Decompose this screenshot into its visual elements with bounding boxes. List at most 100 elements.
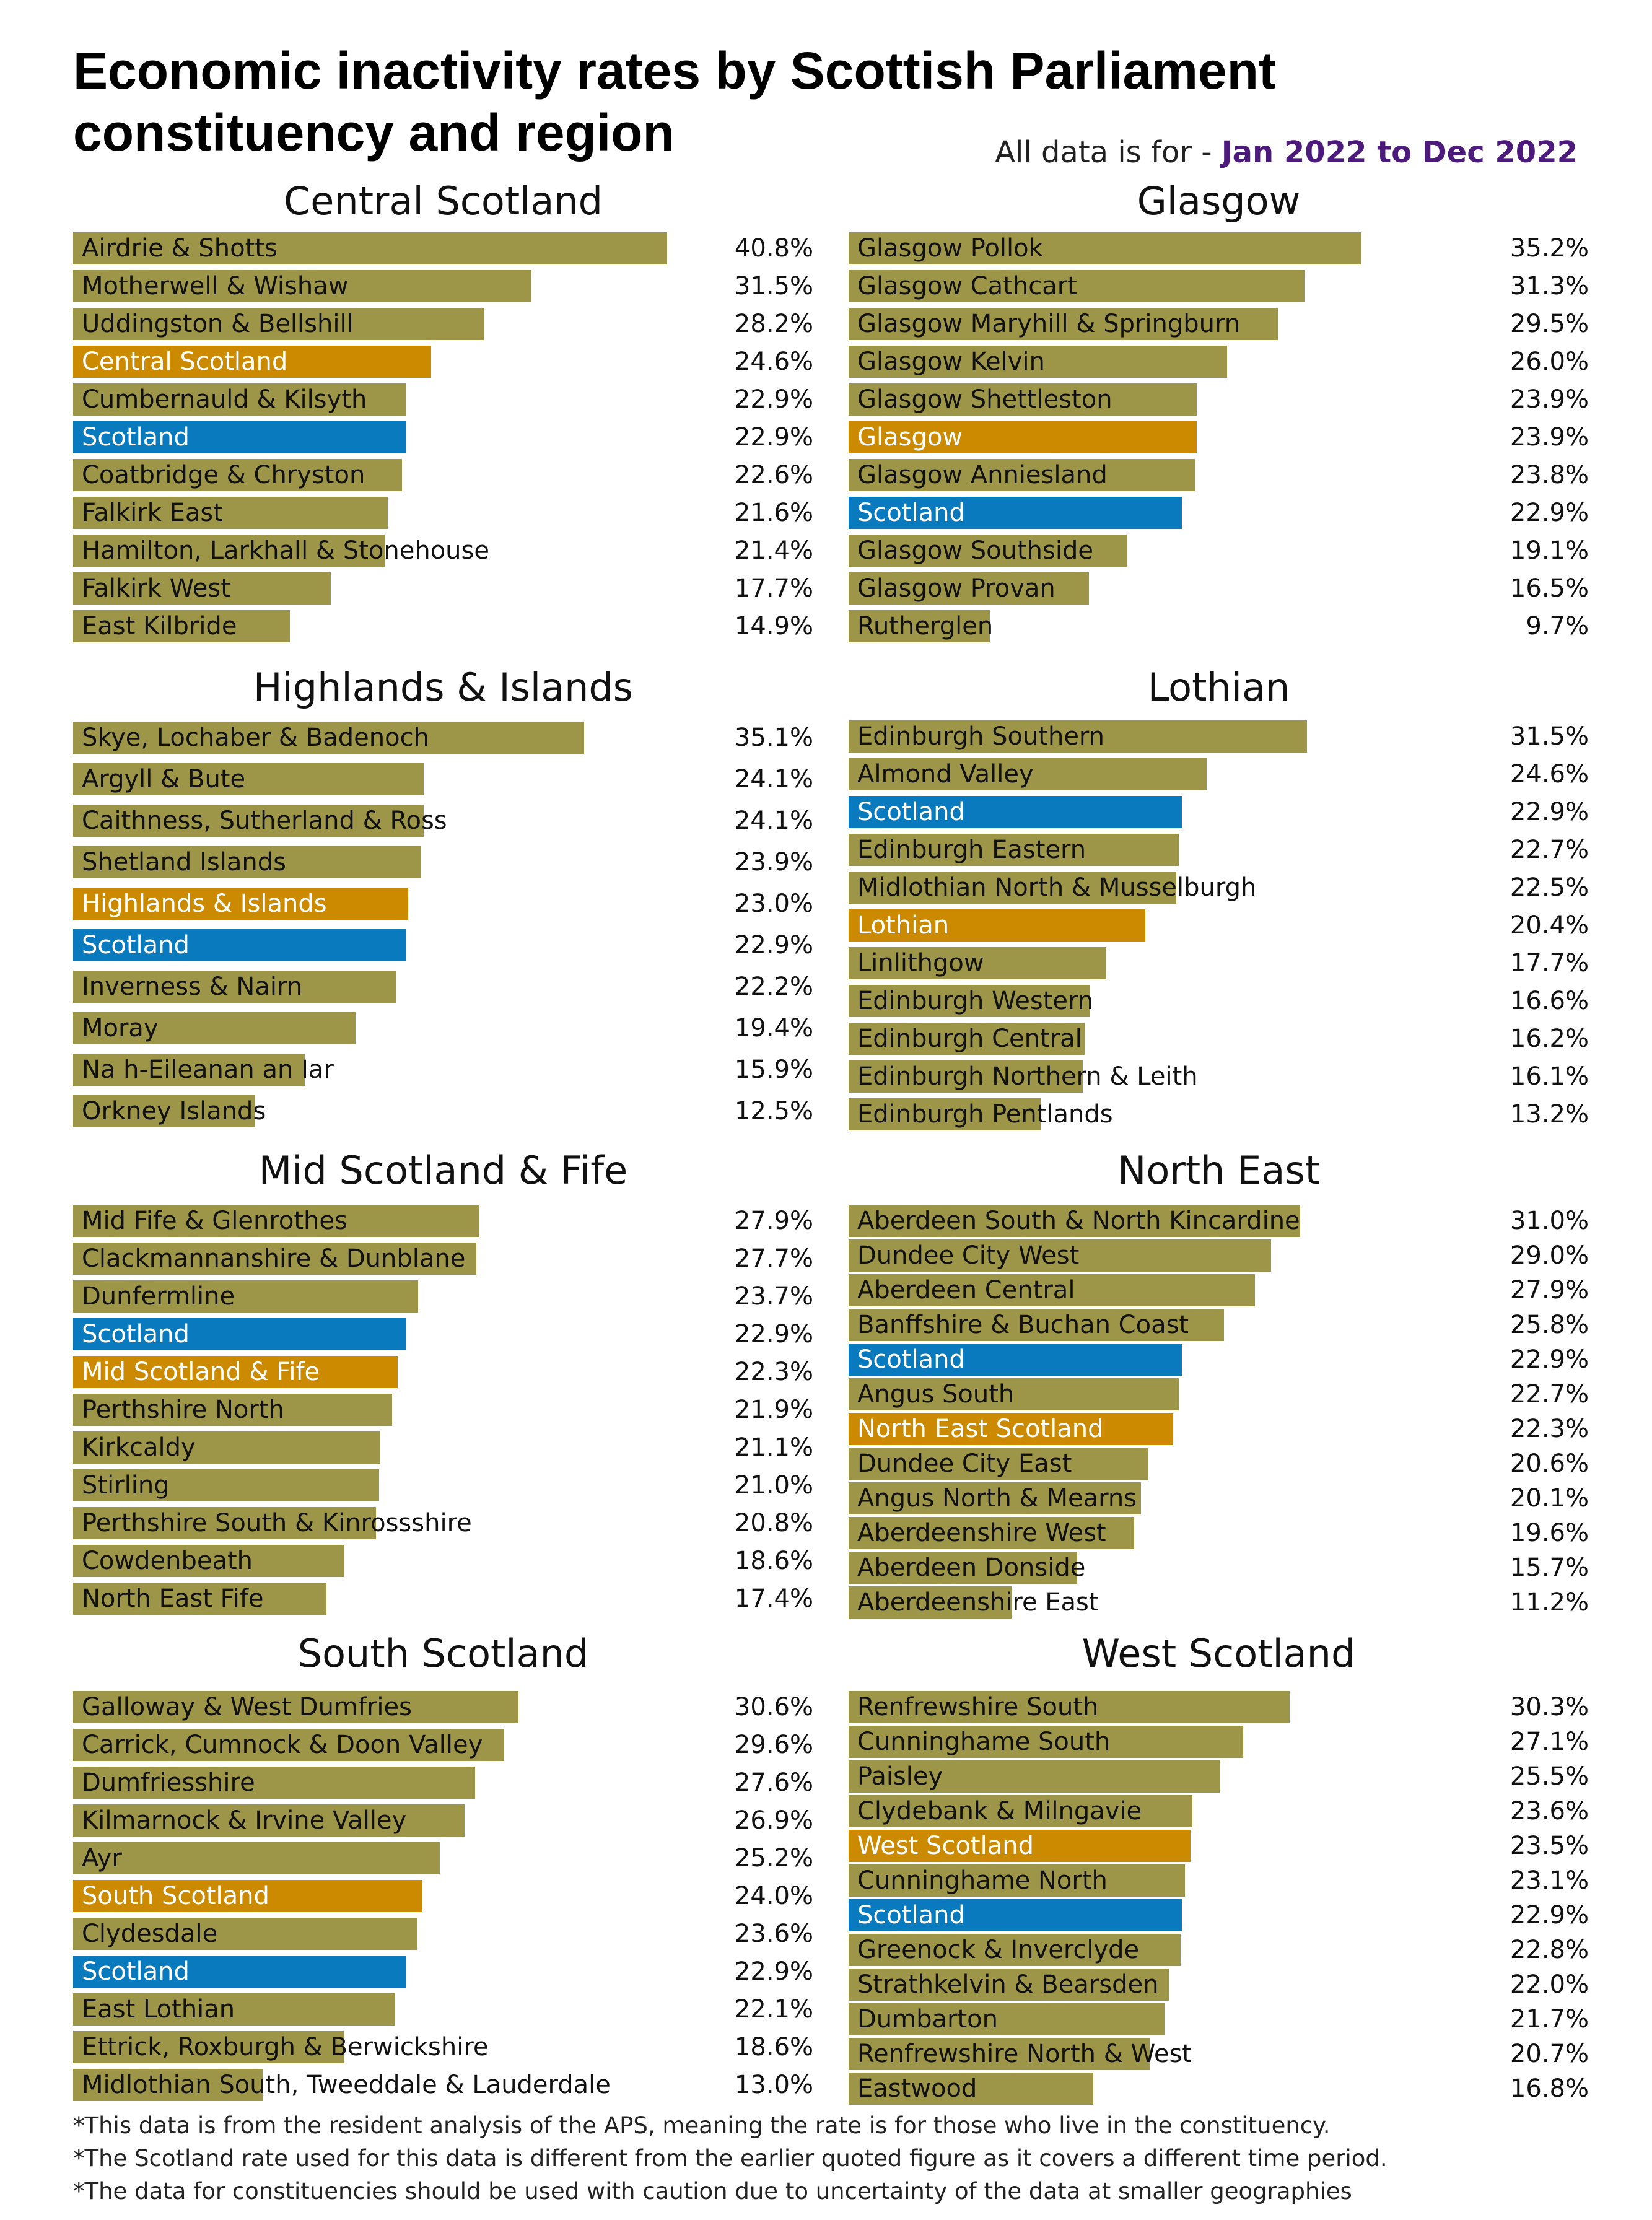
bar-label: Central Scotland bbox=[82, 347, 288, 376]
value-label: 27.1% bbox=[1510, 1728, 1589, 1756]
value-label: 15.9% bbox=[734, 1055, 813, 1084]
value-label: 24.6% bbox=[734, 347, 813, 376]
bar-label: Hamilton, Larkhall & Stonehouse bbox=[82, 536, 489, 565]
bar bbox=[849, 1239, 1271, 1272]
bar bbox=[73, 459, 402, 491]
bar bbox=[73, 1880, 422, 1912]
bar bbox=[73, 888, 408, 920]
bar-label: East Kilbride bbox=[82, 612, 237, 640]
bar bbox=[73, 497, 388, 529]
bar-label: Aberdeenshire West bbox=[857, 1519, 1106, 1547]
bar-label: Scotland bbox=[857, 798, 965, 826]
bar-label: Strathkelvin & Bearsden bbox=[857, 1970, 1159, 1999]
bar-row: Banffshire & Buchan Coast 25.8% bbox=[849, 1309, 1589, 1341]
bar-label: Clackmannanshire & Dunblane bbox=[82, 1244, 466, 1273]
bar bbox=[73, 1394, 392, 1426]
bar-label: Edinburgh Southern bbox=[857, 722, 1105, 751]
bar-row: Midlothian North & Musselburgh 22.5% bbox=[849, 872, 1589, 904]
value-label: 35.1% bbox=[734, 723, 813, 752]
value-label: 23.6% bbox=[734, 1920, 813, 1948]
value-label: 25.2% bbox=[734, 1844, 813, 1873]
bar-row: Glasgow Maryhill & Springburn 29.5% bbox=[849, 308, 1589, 340]
bar-label: Eastwood bbox=[857, 2074, 977, 2103]
bar-row: Uddingston & Bellshill 28.2% bbox=[73, 308, 813, 340]
value-label: 23.9% bbox=[1510, 423, 1589, 452]
value-label: 22.5% bbox=[1510, 873, 1589, 902]
value-label: 20.8% bbox=[734, 1509, 813, 1537]
bar-row: Dumbarton 21.7% bbox=[849, 2003, 1589, 2035]
panel-title: North East bbox=[1117, 1148, 1320, 1193]
bar-row: East Lothian 22.1% bbox=[73, 1993, 813, 2026]
bar-row: Strathkelvin & Bearsden 22.0% bbox=[849, 1969, 1589, 2001]
bar-row: Glasgow Anniesland 23.8% bbox=[849, 459, 1589, 491]
value-label: 27.7% bbox=[734, 1244, 813, 1273]
bar bbox=[849, 308, 1278, 340]
bar-row: Carrick, Cumnock & Doon Valley 29.6% bbox=[73, 1729, 813, 1761]
bar-row: Edinburgh Eastern 22.7% bbox=[849, 834, 1589, 866]
value-label: 19.6% bbox=[1510, 1519, 1589, 1547]
bar bbox=[73, 270, 531, 302]
bar-label: Scotland bbox=[857, 499, 965, 527]
bar-label: Edinburgh Northern & Leith bbox=[857, 1062, 1198, 1091]
value-label: 15.7% bbox=[1510, 1554, 1589, 1582]
bar bbox=[849, 383, 1197, 416]
value-label: 23.5% bbox=[1510, 1832, 1589, 1860]
bar-row: Argyll & Bute 24.1% bbox=[73, 763, 813, 795]
bar-row: Falkirk West 17.7% bbox=[73, 572, 813, 605]
bar-label: Scotland bbox=[82, 1320, 190, 1348]
bar-row: Edinburgh Central 16.2% bbox=[849, 1023, 1589, 1055]
value-label: 13.2% bbox=[1510, 1100, 1589, 1129]
bar bbox=[849, 909, 1145, 942]
bar-label: Angus North & Mearns bbox=[857, 1484, 1137, 1513]
period-note: All data is for - Jan 2022 to Dec 2022 bbox=[995, 135, 1578, 170]
value-label: 30.3% bbox=[1510, 1693, 1589, 1721]
bar bbox=[73, 1054, 305, 1086]
bar-label: Renfrewshire North & West bbox=[857, 2040, 1192, 2068]
bar-label: Scotland bbox=[82, 423, 190, 452]
bar-label: Mid Scotland & Fife bbox=[82, 1358, 320, 1386]
value-label: 23.1% bbox=[1510, 1866, 1589, 1895]
value-label: 20.6% bbox=[1510, 1449, 1589, 1478]
bar-label: Motherwell & Wishaw bbox=[82, 272, 349, 300]
bar-label: Midlothian South, Tweeddale & Lauderdale bbox=[82, 2071, 611, 2099]
bar-label: North East Scotland bbox=[857, 1415, 1104, 1443]
panel-title: Mid Scotland & Fife bbox=[258, 1148, 628, 1193]
value-label: 26.9% bbox=[734, 1806, 813, 1835]
bar-row: Cunninghame North 23.1% bbox=[849, 1864, 1589, 1897]
bar-row: Hamilton, Larkhall & Stonehouse 21.4% bbox=[73, 535, 813, 567]
bar-label: Ayr bbox=[82, 1844, 122, 1873]
bar-label: Inverness & Nairn bbox=[82, 972, 303, 1001]
bar-label: Dumfriesshire bbox=[82, 1768, 255, 1797]
value-label: 27.9% bbox=[1510, 1276, 1589, 1304]
value-label: 19.1% bbox=[1510, 536, 1589, 565]
value-label: 29.6% bbox=[734, 1731, 813, 1759]
value-label: 20.7% bbox=[1510, 2040, 1589, 2068]
bar-row: Glasgow 23.9% bbox=[849, 421, 1589, 453]
footnotes: *This data is from the resident analysis… bbox=[73, 2109, 1584, 2208]
bar-label: Aberdeen South & North Kincardine bbox=[857, 1207, 1300, 1235]
bar-row: Mid Scotland & Fife 22.3% bbox=[73, 1356, 813, 1388]
bar bbox=[849, 2003, 1165, 2035]
bar-row: Caithness, Sutherland & Ross 24.1% bbox=[73, 805, 813, 837]
bar-row: Eastwood 16.8% bbox=[849, 2073, 1589, 2105]
value-label: 23.9% bbox=[734, 848, 813, 876]
value-label: 22.9% bbox=[734, 1957, 813, 1986]
value-label: 18.6% bbox=[734, 2033, 813, 2061]
bar-label: Paisley bbox=[857, 1762, 943, 1791]
bar-row: Greenock & Inverclyde 22.8% bbox=[849, 1934, 1589, 1966]
value-label: 24.1% bbox=[734, 765, 813, 793]
bar bbox=[849, 346, 1227, 378]
value-label: 31.5% bbox=[734, 272, 813, 300]
bar-label: Perthshire South & Kinrossshire bbox=[82, 1509, 472, 1537]
bar-label: Edinburgh Central bbox=[857, 1025, 1082, 1053]
bar-row: Highlands & Islands 23.0% bbox=[73, 888, 813, 920]
bar bbox=[73, 1918, 417, 1950]
bar-row: Orkney Islands 12.5% bbox=[73, 1095, 813, 1127]
bar-row: South Scotland 24.0% bbox=[73, 1880, 813, 1912]
value-label: 24.1% bbox=[734, 806, 813, 835]
value-label: 22.2% bbox=[734, 972, 813, 1001]
bar-label: Glasgow Maryhill & Springburn bbox=[857, 310, 1241, 338]
bar-label: Cunninghame North bbox=[857, 1866, 1108, 1895]
bar-label: Orkney Islands bbox=[82, 1097, 266, 1125]
value-label: 26.0% bbox=[1510, 347, 1589, 376]
